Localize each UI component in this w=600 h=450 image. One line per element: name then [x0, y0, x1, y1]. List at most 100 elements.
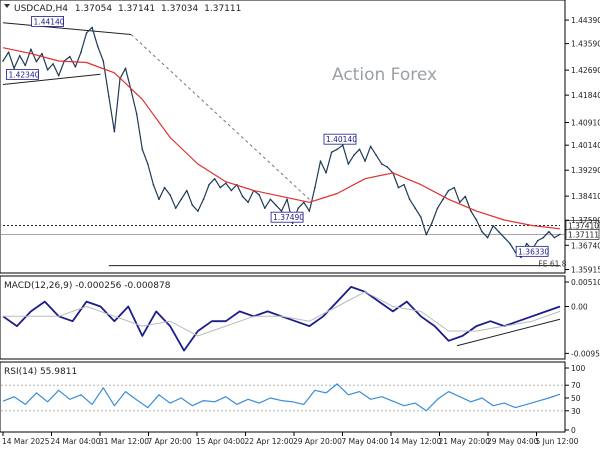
x-tick-label: 24 Mar 04:00: [51, 437, 101, 446]
price-point: [275, 204, 277, 207]
price-point: [35, 60, 38, 63]
price-annotation: 1.40140: [326, 135, 357, 144]
price-point: [431, 222, 433, 224]
price-ytick-label: 1.40140: [571, 141, 600, 150]
rsi-title: RSI(14) 55.9811: [4, 367, 77, 377]
price-point: [436, 207, 439, 209]
price-point: [30, 48, 32, 51]
price-point: [280, 210, 283, 212]
price-point: [52, 63, 54, 65]
price-trendline: [2, 22, 132, 35]
price-point: [347, 163, 350, 165]
price-point: [225, 182, 227, 184]
price-point: [286, 198, 288, 201]
price-point: [24, 64, 27, 67]
price-point: [503, 236, 506, 239]
price-point: [213, 177, 216, 180]
price-point: [314, 186, 316, 189]
x-tick-label: 7 May 04:00: [342, 437, 389, 446]
price-point: [147, 163, 149, 165]
price-point: [458, 201, 461, 204]
price-point: [308, 210, 311, 212]
x-tick-label: 7 Apr 20:00: [148, 437, 192, 446]
price-ytick-label: 1.39290: [571, 166, 600, 175]
price-annotation-box: [270, 211, 304, 223]
rsi-ytick-label: 50: [571, 394, 581, 403]
price-point: [386, 166, 389, 168]
macd-ytick-label: -0.009568: [571, 349, 600, 358]
price-point: [353, 154, 355, 156]
price-point: [130, 89, 132, 92]
price-point: [57, 74, 60, 77]
price-annotation-box: [515, 245, 549, 257]
price-point: [96, 45, 99, 48]
current-price-box: [565, 229, 600, 240]
price-point: [269, 198, 272, 201]
price-point: [202, 198, 205, 201]
price-point: [169, 194, 171, 196]
price-point: [325, 172, 327, 174]
price-point: [7, 51, 10, 53]
price-title: USDCAD,H4 1.37054 1.37141 1.37034 1.3711…: [14, 4, 241, 14]
price-point: [330, 151, 333, 154]
price-point: [158, 198, 160, 201]
price-point: [525, 242, 528, 245]
price-ytick-label: 1.40910: [571, 119, 600, 128]
price-annotation: 1.44140: [34, 17, 65, 26]
rsi-ytick-label: 30: [571, 407, 581, 416]
price-point: [152, 183, 155, 186]
price-ytick-label: 1.38410: [571, 192, 600, 201]
price-point: [336, 148, 339, 151]
x-tick-label: 29 May 04:00: [487, 437, 539, 446]
price-point: [425, 233, 428, 236]
price-point: [486, 236, 489, 239]
macd-title: MACD(12,26,9) -0.000256 -0.000878: [4, 281, 171, 291]
price-point: [85, 32, 88, 34]
price-point: [174, 207, 177, 209]
price-point: [414, 207, 416, 209]
x-tick-label: 22 Apr 12:00: [245, 437, 294, 446]
price-point: [481, 230, 483, 233]
price-trendline: [2, 73, 101, 86]
price-point: [291, 222, 294, 224]
price-point: [419, 216, 422, 218]
price-point: [408, 198, 411, 201]
price-point: [186, 189, 188, 192]
chart-menu-icon[interactable]: [4, 4, 10, 8]
price-point: [191, 204, 194, 207]
price-point: [380, 163, 383, 165]
price-point: [453, 186, 455, 189]
price-annotation-box: [31, 16, 64, 27]
current-price-label: 1.37410: [568, 222, 599, 231]
current-price-label: 1.37111: [568, 230, 599, 239]
price-annotation-box: [6, 69, 39, 80]
fe-annotation: FE 61.8: [538, 260, 566, 269]
x-tick-label: 15 Apr 04:00: [196, 437, 245, 446]
price-point: [375, 154, 377, 156]
price-point: [74, 66, 77, 68]
price-point: [230, 189, 233, 192]
price-ytick-label: 1.42690: [571, 66, 600, 75]
x-tick-label: 14 Mar 2025: [2, 437, 50, 446]
price-point: [258, 194, 261, 196]
price-ytick-label: 1.37590: [571, 216, 600, 225]
price-point: [492, 225, 494, 227]
price-point: [520, 256, 522, 259]
rsi-ytick-label: 70: [571, 381, 581, 390]
price-point: [13, 67, 15, 70]
rsi-ytick-label: 0: [571, 426, 576, 435]
price-point: [403, 183, 405, 186]
x-tick-label: 29 Apr 20:00: [293, 437, 342, 446]
price-point: [46, 69, 49, 71]
price-ytick-label: 1.36740: [571, 241, 600, 250]
price-annotation-box: [323, 133, 357, 145]
x-tick-label: 5 Jun 12:00: [536, 437, 579, 446]
macd-signal-line: [3, 291, 561, 337]
price-point: [180, 198, 183, 201]
price-point: [297, 207, 300, 209]
rsi-ytick-label: 100: [571, 364, 586, 373]
x-tick-label: 14 May 12:00: [390, 437, 442, 446]
price-point: [548, 230, 550, 233]
price-point: [2, 60, 4, 62]
